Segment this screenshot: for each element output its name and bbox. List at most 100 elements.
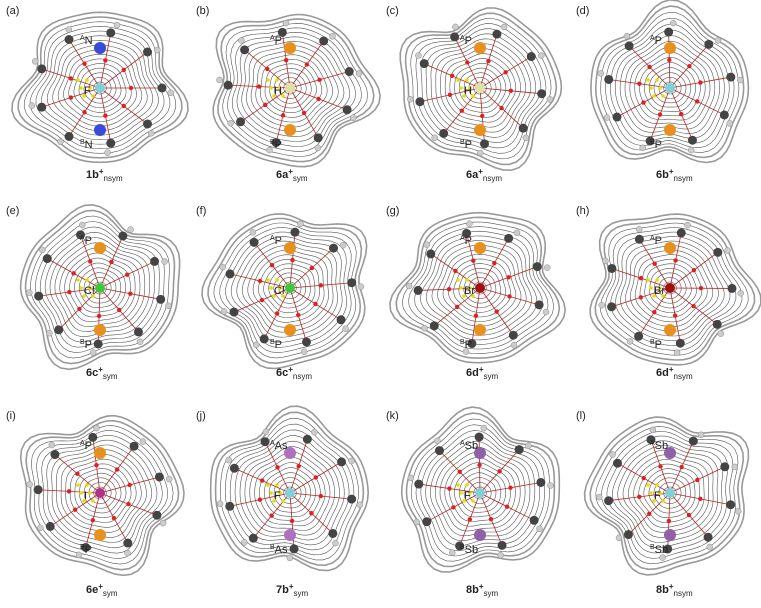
charge: + (289, 582, 294, 591)
compound: 7b (276, 584, 289, 596)
carbon-atom (225, 501, 235, 511)
contour (589, 420, 745, 571)
bcp (698, 286, 704, 291)
hydrogen-atom (598, 301, 605, 309)
rcp (655, 278, 659, 282)
contour (258, 258, 320, 318)
hydrogen-atom (37, 524, 44, 532)
contour (463, 477, 497, 509)
contour (73, 63, 127, 113)
rcp (649, 86, 653, 90)
hydrogen-atom (734, 508, 742, 515)
panel-letter: (c) (386, 5, 399, 17)
center-atom (475, 283, 485, 293)
atom-label: BSb (650, 544, 668, 556)
hydrogen-atom (159, 519, 167, 527)
rcp (465, 78, 469, 82)
bcp (467, 517, 473, 522)
rcp (88, 491, 92, 495)
contour (619, 35, 721, 135)
caption: 6d+sym (466, 365, 499, 381)
atom-label: Cl (84, 285, 94, 297)
charge: + (479, 365, 484, 374)
carbon-atom (347, 494, 357, 504)
hydrogen-atom (339, 241, 347, 249)
carbon-atom (93, 339, 103, 349)
caption: 6c+sym (86, 365, 118, 381)
contour (663, 486, 677, 500)
bcp (103, 58, 108, 63)
atom-symbol: Sb (465, 440, 478, 452)
rcp (459, 286, 463, 290)
center-atom (285, 83, 295, 93)
contour (213, 222, 357, 359)
carbon-atom (50, 450, 60, 460)
bcp (121, 103, 126, 109)
contour (54, 242, 146, 332)
center-atom (95, 488, 105, 498)
center-atom (285, 283, 295, 293)
contour (209, 405, 370, 572)
bcp (71, 271, 76, 276)
contour (68, 58, 132, 118)
carbon-atom (634, 234, 644, 244)
hydrogen-atom (350, 114, 357, 121)
contour (239, 440, 340, 541)
hydrogen-atom (48, 441, 56, 449)
atom-superscript: B (80, 339, 85, 346)
end-atom (94, 447, 106, 459)
atom-label: F (464, 490, 471, 502)
contour (247, 249, 329, 328)
contour (610, 23, 730, 144)
carbon-atom (301, 337, 311, 347)
carbon-atom (727, 283, 737, 293)
bcp (652, 309, 657, 315)
bcp (290, 257, 295, 263)
contour (663, 281, 677, 295)
hydrogen-atom (407, 474, 415, 482)
end-atom (284, 124, 296, 136)
rcp (655, 483, 659, 487)
rcp (275, 78, 279, 82)
contour (24, 209, 176, 365)
rcp (462, 94, 466, 98)
atom-label: BN (80, 139, 93, 151)
atom-label: I (84, 490, 87, 502)
hydrogen-atom (28, 102, 36, 109)
end-atom (284, 447, 296, 459)
carbon-atom (154, 472, 164, 482)
end-atom (94, 42, 106, 54)
carbon-atom (37, 64, 47, 74)
contour (639, 258, 703, 318)
hydrogen-atom (262, 428, 270, 436)
contour (614, 29, 725, 139)
center-atom (665, 283, 675, 293)
bcp (94, 462, 99, 468)
atom-superscript: A (650, 35, 655, 42)
atom-label: AN (80, 35, 93, 47)
contour (663, 81, 677, 95)
contour (425, 435, 536, 547)
contour (241, 40, 345, 137)
carbon-atom (514, 445, 524, 455)
hydrogen-atom (297, 220, 304, 228)
hydrogen-atom (431, 134, 438, 141)
hydrogen-atom (477, 149, 484, 157)
atom-symbol: Sb (465, 544, 478, 556)
contour (35, 30, 165, 145)
hydrogen-atom (227, 119, 234, 127)
hydrogen-atom (717, 330, 725, 337)
end-atom (474, 242, 486, 254)
atom-symbol: I (84, 490, 87, 502)
hydrogen-atom (57, 138, 64, 145)
atom-superscript: B (270, 544, 275, 551)
carbon-atom (439, 128, 449, 138)
hydrogen-atom (543, 264, 551, 271)
contour (46, 39, 154, 136)
center-atom (285, 488, 295, 498)
bcp (507, 294, 512, 299)
hydrogen-atom (165, 302, 172, 310)
